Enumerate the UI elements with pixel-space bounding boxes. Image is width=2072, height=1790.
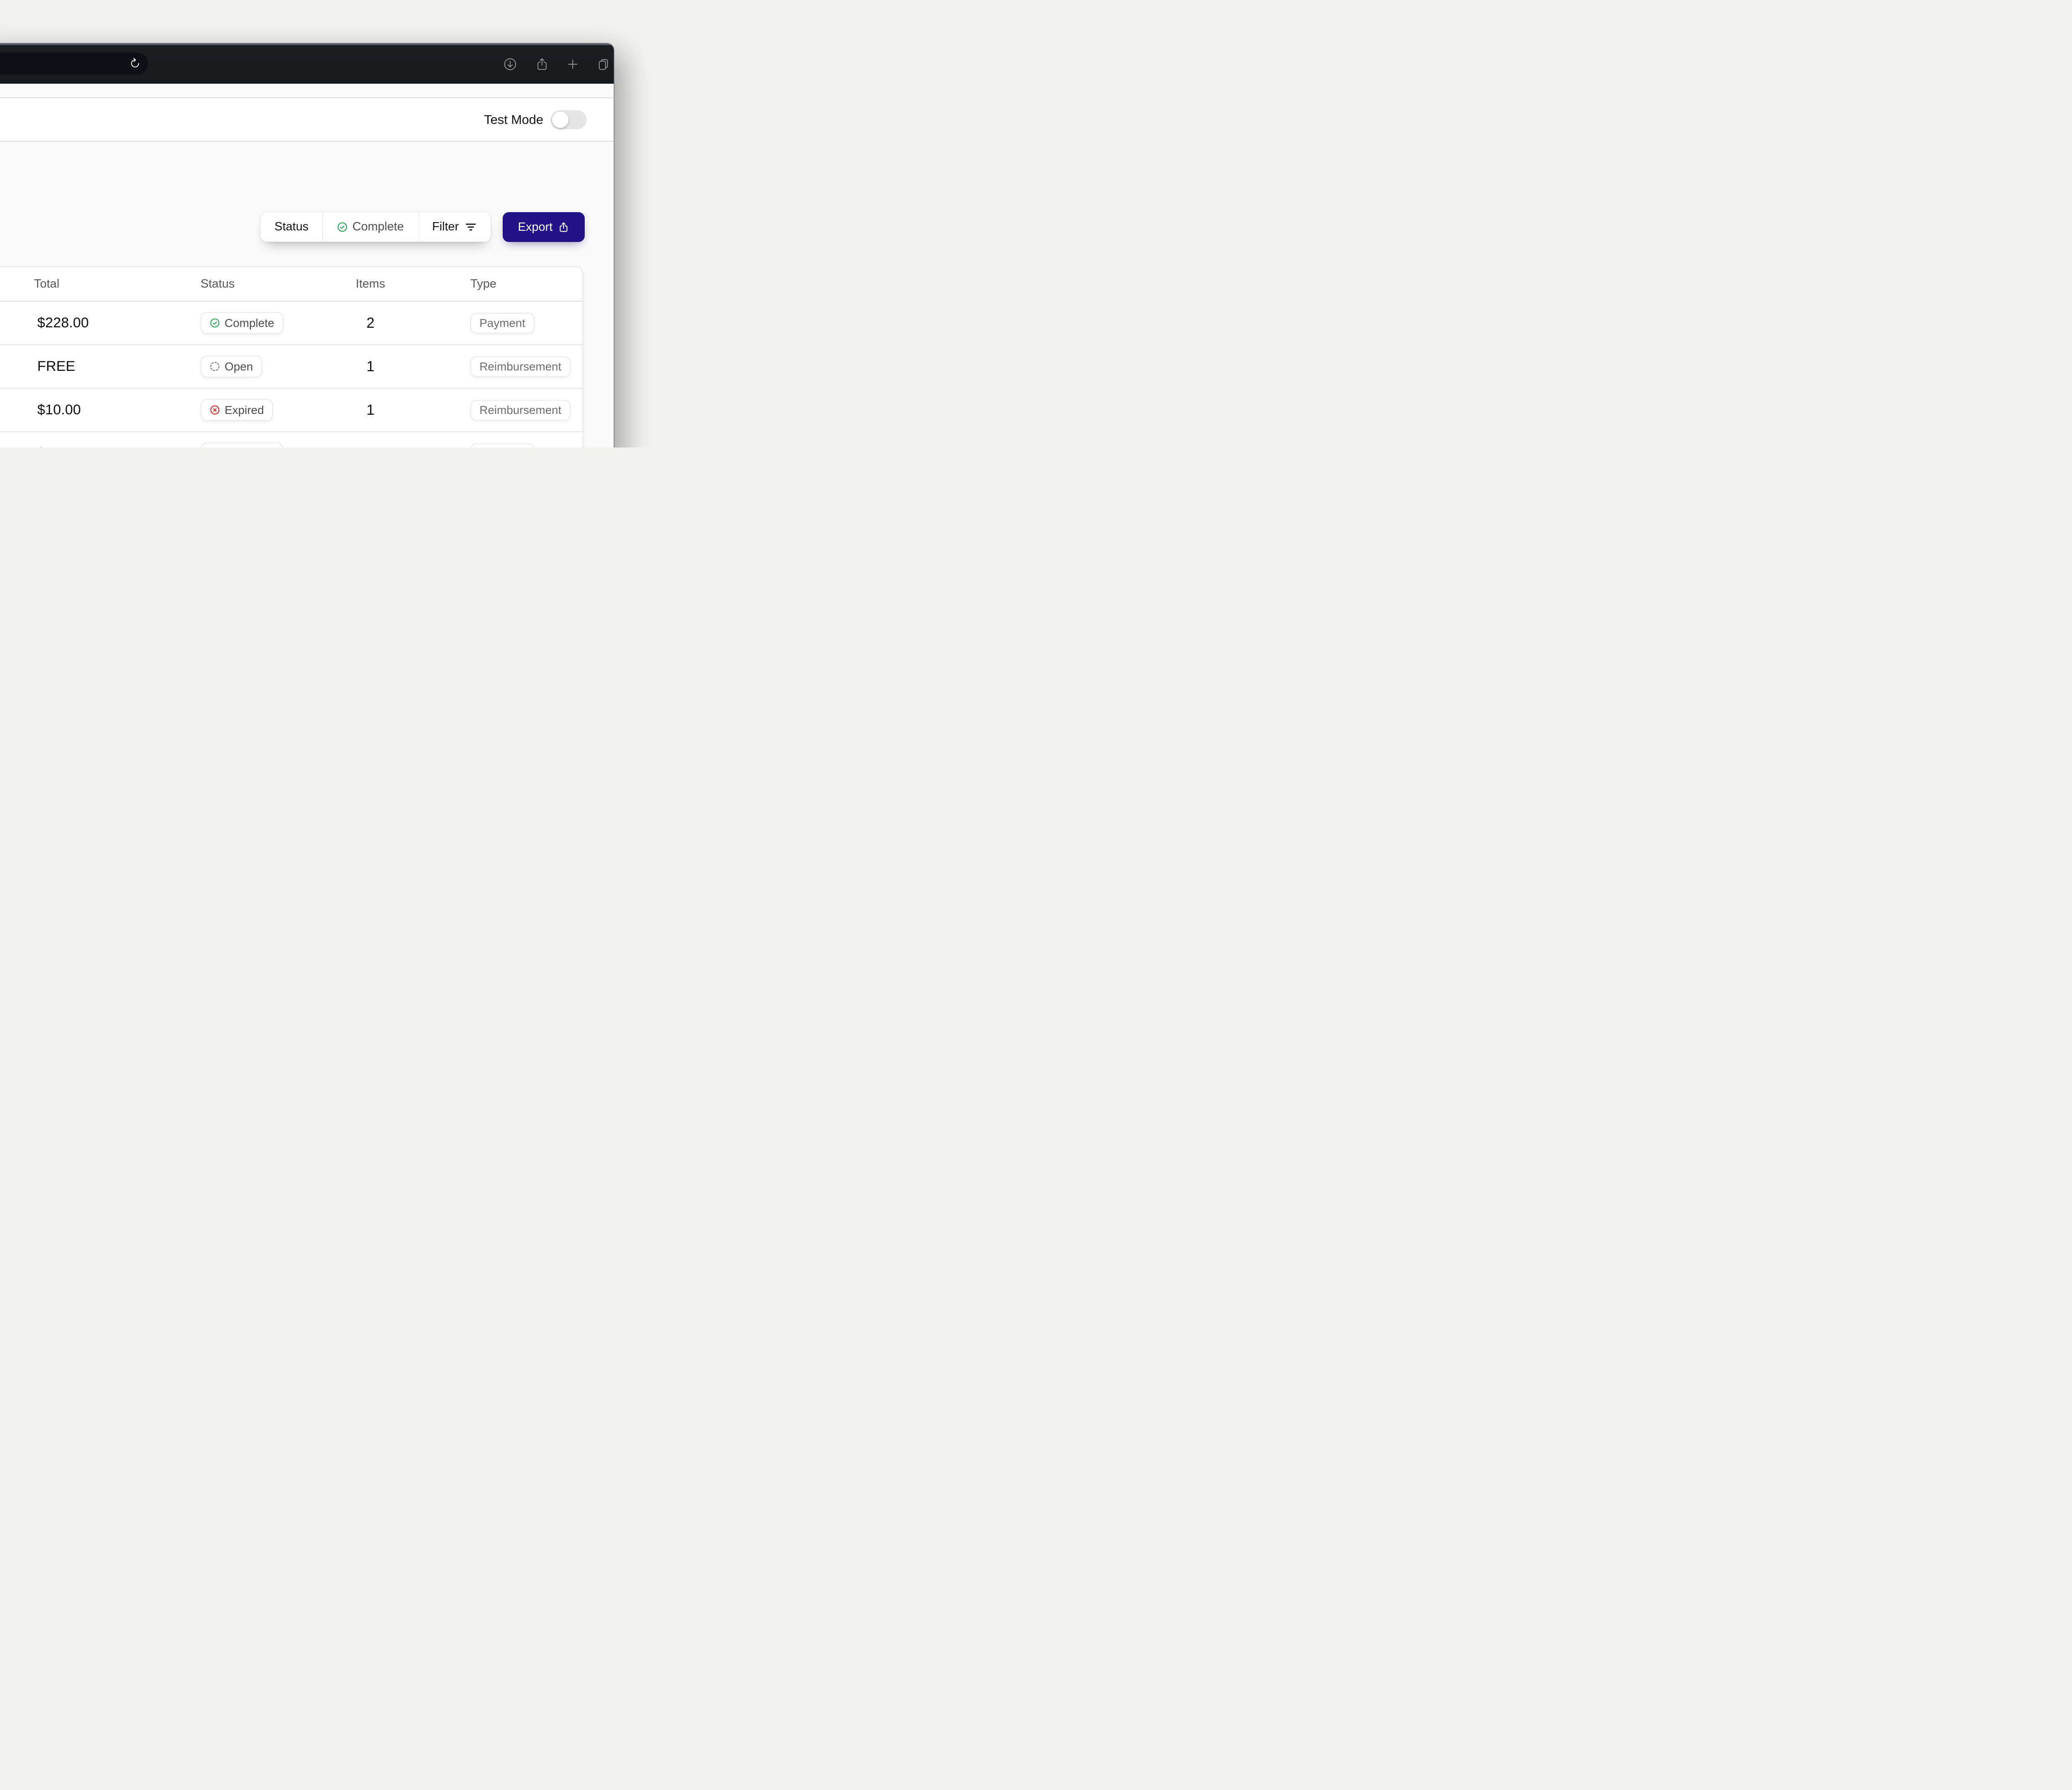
x-circle-icon [210, 405, 220, 415]
screenshot-stage: Test Mode Status [0, 0, 659, 448]
column-header-type: Type [470, 277, 496, 290]
test-mode-label: Test Mode [484, 112, 543, 127]
table-row[interactable]: $228.00 Complete [0, 302, 583, 345]
download-icon[interactable] [501, 56, 519, 73]
check-circle-icon [337, 222, 348, 232]
browser-window: Test Mode Status [0, 44, 614, 448]
filter-toolbar: Status Complete Filter [0, 212, 614, 242]
status-badge-label: Complete [225, 316, 274, 329]
type-badge: Payment [470, 312, 535, 334]
status-badge-label: Expired [225, 403, 264, 416]
filter-lines-icon [465, 221, 477, 233]
page-top-strip [0, 84, 614, 98]
column-header-items: Items [356, 277, 385, 290]
status-value-label: Complete [352, 220, 404, 233]
status-segment-label: Status [274, 220, 309, 233]
column-header-total: Total [34, 277, 60, 290]
check-circle-icon [210, 318, 220, 328]
export-button-label: Export [518, 220, 553, 234]
type-badge-label: Reimbursement [479, 403, 562, 416]
test-mode-toggle[interactable] [551, 110, 587, 129]
items-count: 2 [366, 314, 375, 331]
dashed-circle-icon [210, 361, 220, 372]
items-count: 1 [366, 358, 375, 375]
transactions-table: Total Status Items Type $228.00 [0, 266, 583, 448]
total-value: $228.00 [37, 315, 89, 331]
table-row[interactable]: $228.00 Complete [0, 432, 583, 448]
new-tab-icon[interactable] [564, 56, 581, 73]
share-up-icon [558, 221, 569, 233]
status-badge-label: Open [225, 360, 253, 373]
status-filter-control: Status Complete Filter [260, 212, 491, 242]
total-value: $10.00 [37, 402, 81, 418]
reload-icon[interactable] [126, 55, 144, 72]
status-segment[interactable]: Status [261, 212, 322, 242]
page-content: Test Mode Status [0, 84, 614, 448]
status-badge: Expired [201, 399, 273, 421]
status-badge: Open [201, 356, 262, 377]
total-value: FREE [37, 358, 75, 374]
table-row[interactable]: FREE Open [0, 345, 583, 389]
table-header-row: Total Status Items Type [0, 267, 583, 302]
export-button[interactable]: Export [503, 212, 585, 242]
total-value: $228.00 [37, 432, 89, 448]
items-count: 2 [346, 432, 395, 448]
type-badge: Reimbursement [470, 356, 571, 377]
filter-button-label: Filter [432, 220, 459, 233]
type-badge: Reimbursement [470, 399, 571, 421]
filter-button[interactable]: Filter [418, 212, 491, 242]
type-badge: Payment [470, 443, 535, 448]
status-badge: Complete [201, 443, 283, 448]
status-badge: Complete [201, 312, 283, 334]
share-icon[interactable] [533, 56, 551, 73]
column-header-status: Status [201, 277, 235, 290]
tabs-overview-icon[interactable] [595, 56, 612, 73]
items-count: 1 [366, 402, 375, 418]
test-mode-row: Test Mode [0, 98, 614, 142]
type-badge-label: Payment [479, 447, 525, 448]
status-value-segment[interactable]: Complete [322, 212, 418, 242]
toggle-knob [552, 111, 569, 128]
type-badge-label: Reimbursement [479, 360, 562, 373]
table-row[interactable]: $10.00 Expired [0, 389, 583, 432]
browser-toolbar [0, 44, 614, 84]
type-badge-label: Payment [479, 316, 525, 329]
status-badge-label: Complete [225, 447, 274, 448]
address-bar[interactable] [0, 53, 148, 75]
